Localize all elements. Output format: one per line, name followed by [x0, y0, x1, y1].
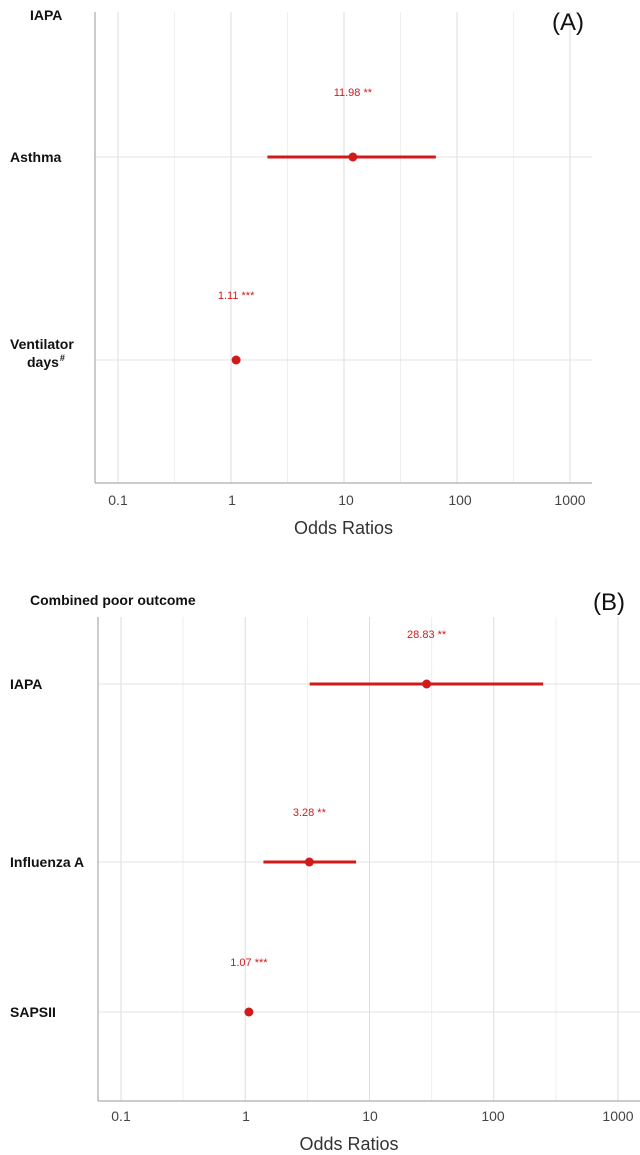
- x-tick-label: 10: [362, 1108, 378, 1124]
- estimate-label: 28.83 **: [407, 629, 447, 641]
- estimate-label: 11.98 **: [334, 87, 373, 99]
- x-tick-label: 100: [448, 492, 472, 508]
- row-label-superscript: #: [60, 353, 65, 363]
- x-axis-title: Odds Ratios: [299, 1134, 398, 1154]
- gridlines: [98, 617, 640, 1101]
- panel-title: Combined poor outcome: [30, 592, 196, 608]
- panel-title: IAPA: [30, 7, 62, 23]
- point-estimate: [231, 355, 241, 365]
- x-axis-title: Odds Ratios: [294, 518, 393, 538]
- x-tick-label: 1: [242, 1108, 250, 1124]
- panel-letter: (B): [593, 589, 625, 616]
- point-estimate: [422, 679, 432, 689]
- x-tick-label: 0.1: [108, 492, 128, 508]
- estimate-label: 3.28 **: [293, 807, 327, 819]
- panel-letter: (A): [552, 9, 584, 36]
- point-estimate: [244, 1007, 254, 1017]
- row-label: SAPSII: [10, 1004, 56, 1020]
- x-tick-label: 1000: [602, 1108, 633, 1124]
- gridlines: [95, 12, 592, 483]
- row-label: Influenza A: [10, 854, 84, 870]
- row-label-line2: days: [27, 354, 59, 370]
- row-label: Asthma: [10, 149, 62, 165]
- estimate-label: 1.07 ***: [230, 957, 268, 969]
- row-label: Ventilator: [10, 336, 74, 352]
- point-estimate: [304, 857, 314, 867]
- x-tick-label: 100: [481, 1108, 505, 1124]
- row-label: IAPA: [10, 676, 42, 692]
- point-estimate: [348, 152, 358, 162]
- x-tick-label: 1: [228, 492, 236, 508]
- x-tick-label: 10: [338, 492, 354, 508]
- panel-a: IAPA (A) 0.1 1 10 100 1000 Odds Ratios Asthma 11.…: [10, 7, 592, 538]
- x-tick-label: 1000: [554, 492, 585, 508]
- x-tick-label: 0.1: [111, 1108, 131, 1124]
- panel-b: Combined poor outcome (B) 0.1 1 10 100 1000 Odd…: [10, 589, 640, 1154]
- estimate-label: 1.11 ***: [218, 290, 255, 302]
